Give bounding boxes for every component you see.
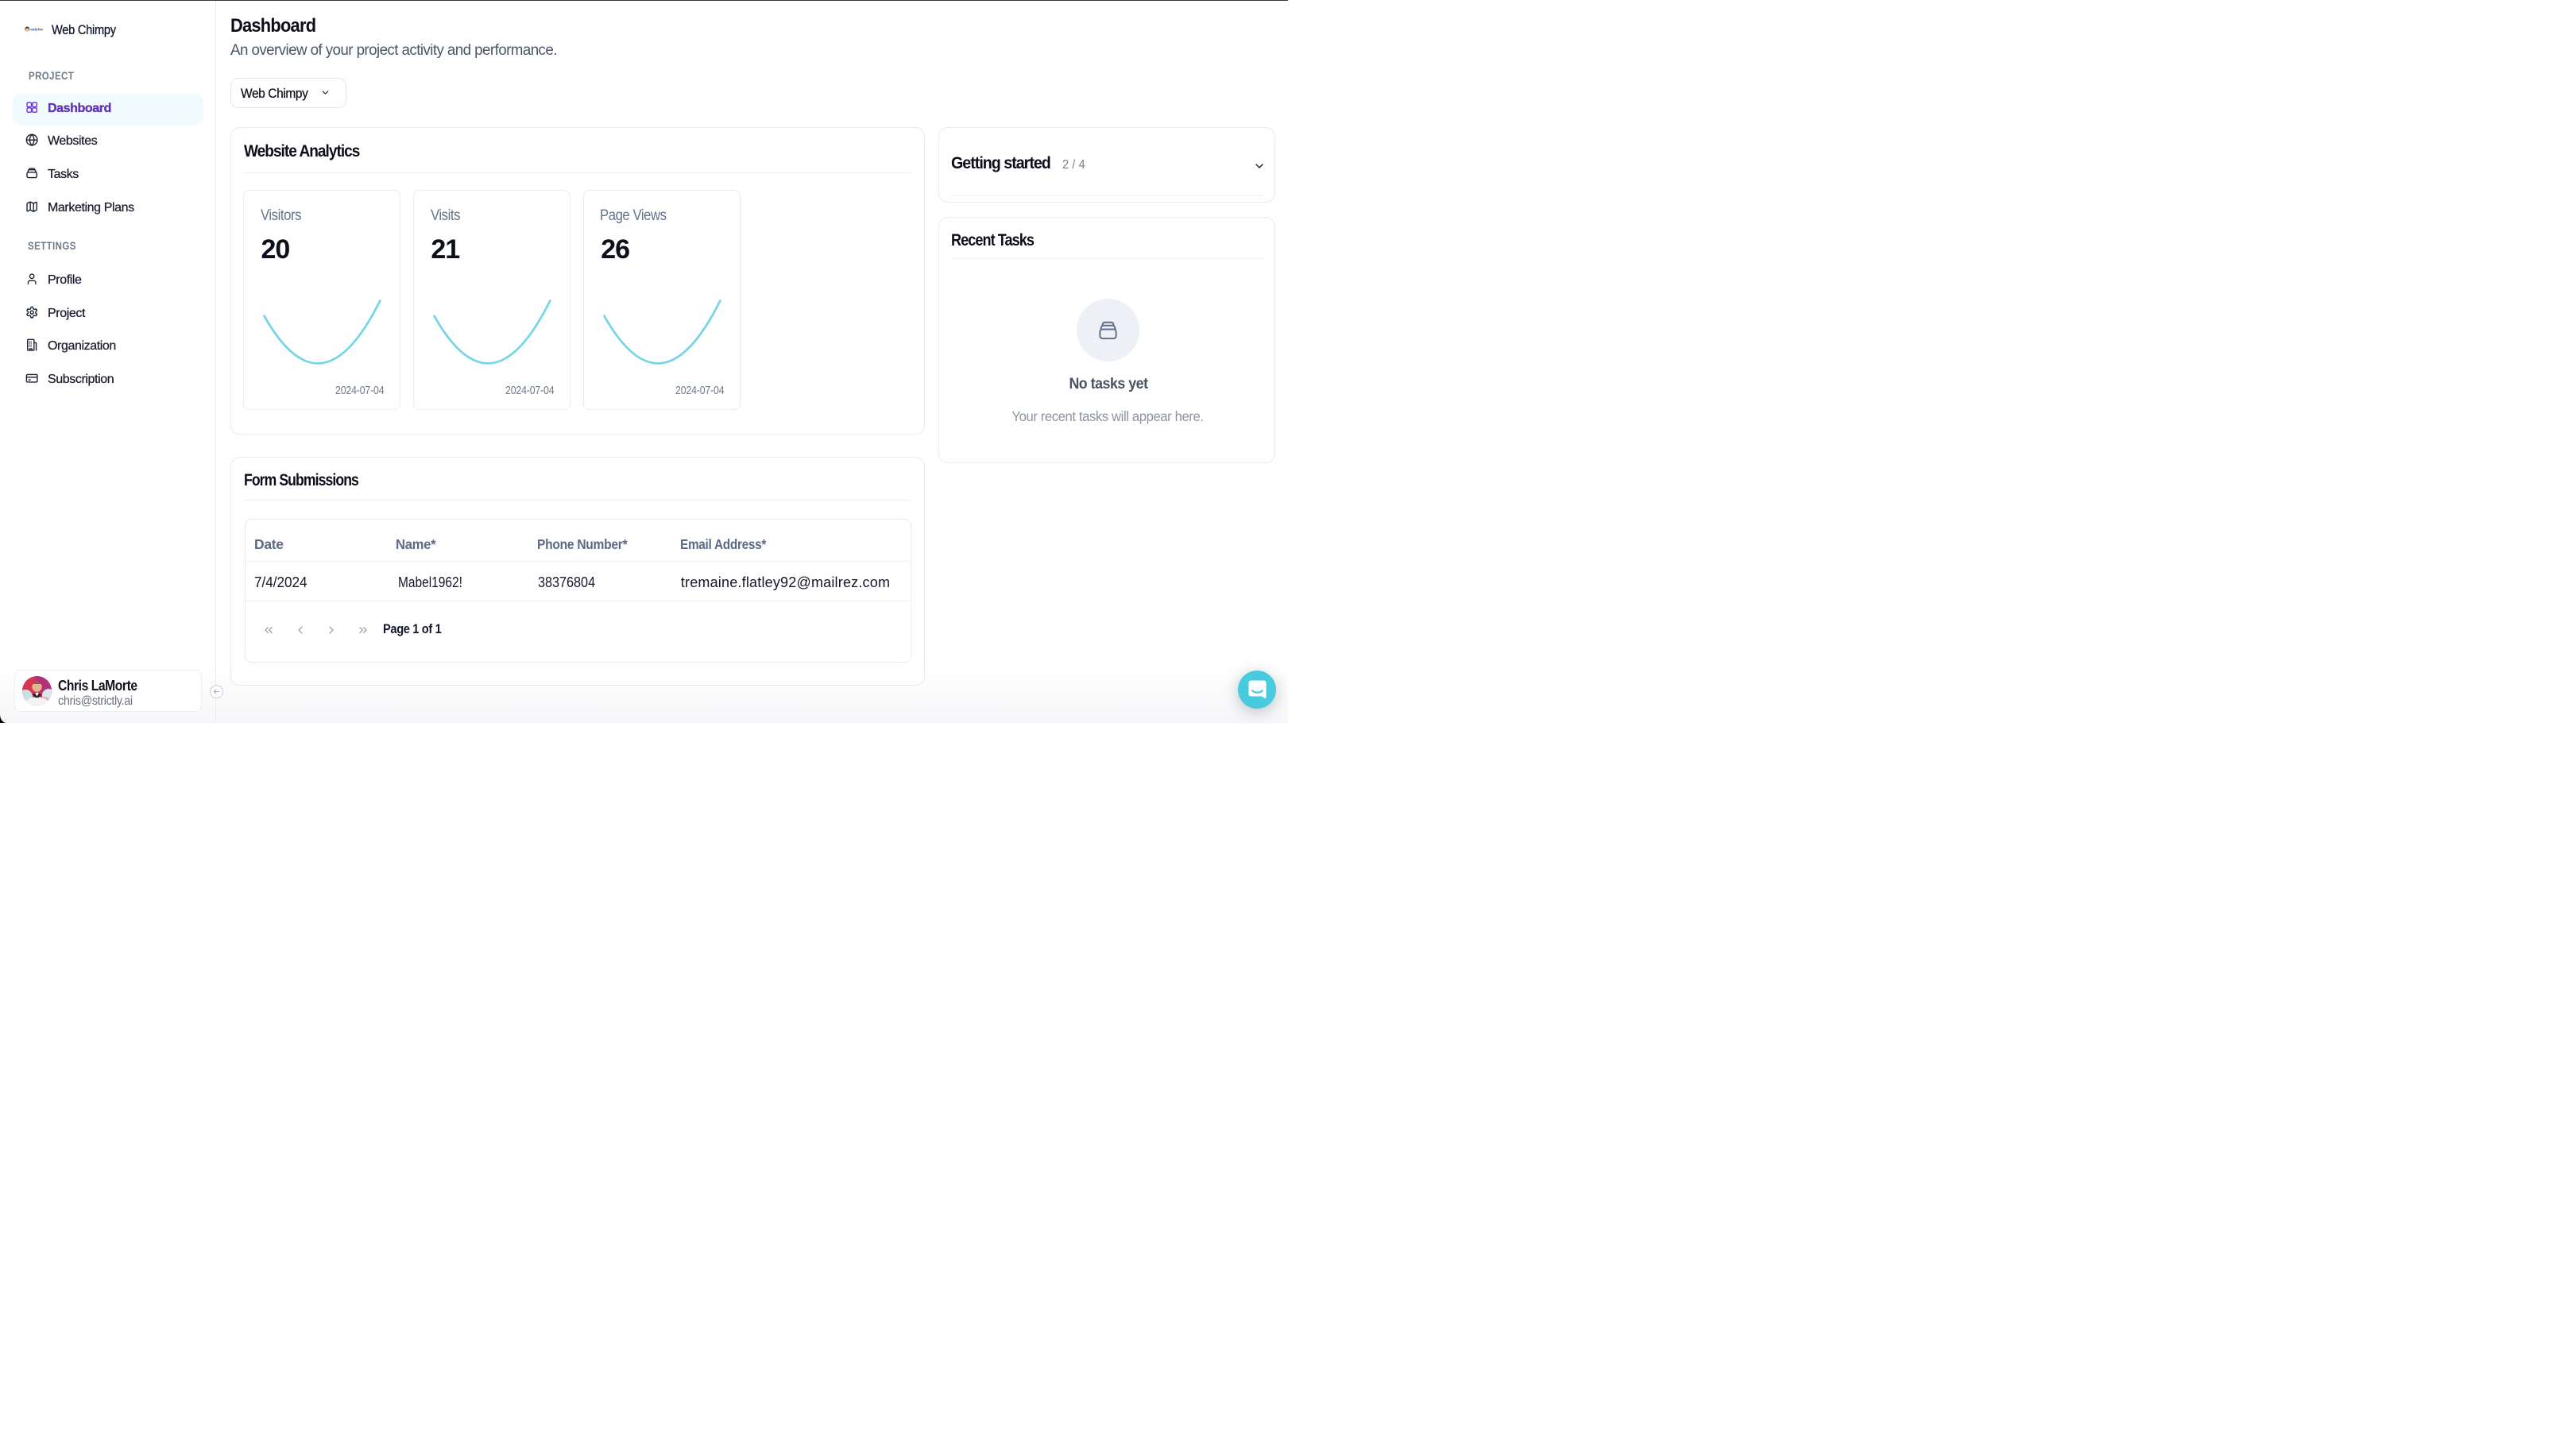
svg-text:web: web bbox=[29, 27, 37, 31]
svg-text:chimpy: chimpy bbox=[37, 27, 43, 31]
